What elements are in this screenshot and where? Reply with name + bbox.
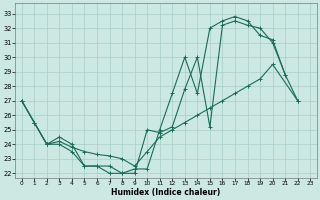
X-axis label: Humidex (Indice chaleur): Humidex (Indice chaleur) <box>111 188 220 197</box>
